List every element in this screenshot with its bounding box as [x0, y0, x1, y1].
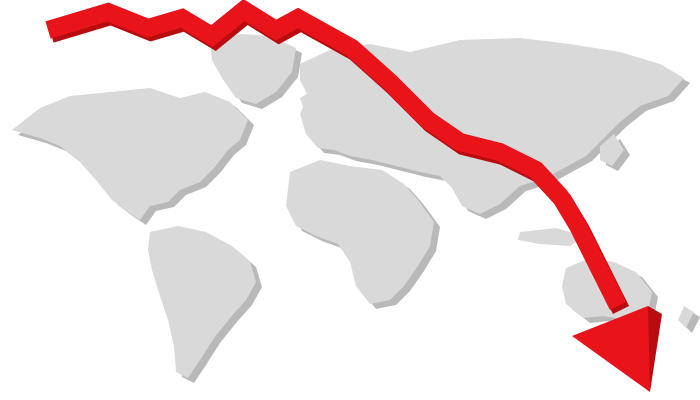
indonesia-shape	[518, 228, 584, 246]
africa-shape	[286, 160, 434, 304]
uk-shape	[300, 92, 314, 110]
japan-shape	[600, 134, 624, 166]
downward-trend-arrow-icon	[45, 0, 662, 392]
arrowhead	[572, 306, 650, 392]
north-america-shape	[12, 88, 248, 220]
south-america-shape	[148, 226, 256, 378]
world-map-icon	[12, 34, 694, 378]
arrow-ribbon	[45, 0, 627, 311]
greenland-shape	[210, 34, 296, 104]
new-zealand-shape	[678, 306, 694, 328]
